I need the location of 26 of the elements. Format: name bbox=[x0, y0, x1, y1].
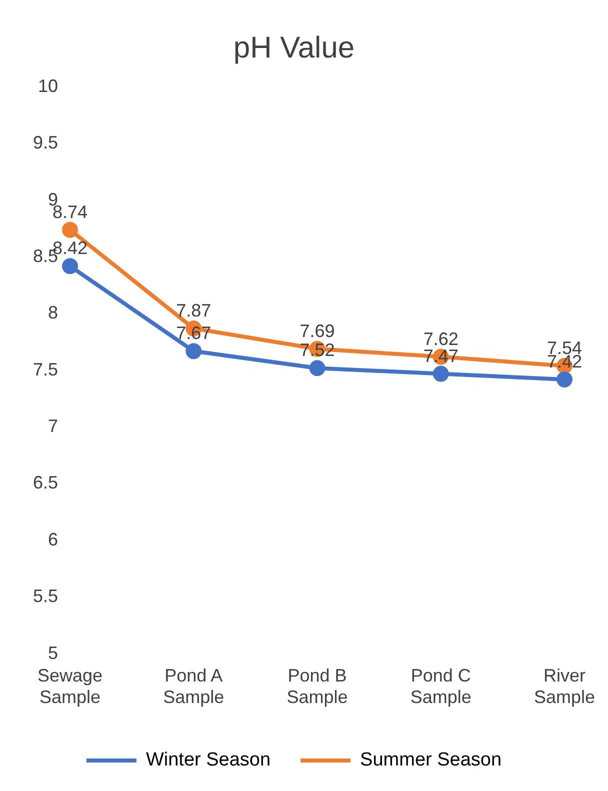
x-tick-label: Pond A Sample bbox=[163, 666, 224, 708]
x-tick-label: Sewage Sample bbox=[37, 666, 103, 708]
point bbox=[62, 222, 78, 238]
x-tick-label: Pond C Sample bbox=[410, 666, 472, 708]
point bbox=[62, 258, 78, 274]
y-tick-label: 6.5 bbox=[32, 472, 58, 493]
data-label: 7.87 bbox=[176, 300, 212, 320]
y-tick-label: 9.5 bbox=[32, 132, 58, 153]
y-tick-label: 6 bbox=[48, 529, 58, 550]
point bbox=[432, 366, 449, 382]
data-label: 7.69 bbox=[300, 320, 335, 341]
x-tick-label: Pond B Sample bbox=[286, 666, 348, 708]
point bbox=[556, 371, 572, 388]
y-tick-label: 5.5 bbox=[32, 586, 58, 606]
x-tick-label: River Sample bbox=[534, 666, 595, 708]
legend-label: Summer Season bbox=[360, 750, 502, 771]
legend-label: Winter Season bbox=[146, 750, 271, 771]
data-label: 7.62 bbox=[423, 328, 458, 349]
y-tick-label: 7 bbox=[48, 416, 58, 436]
y-tick-label: 5 bbox=[48, 642, 58, 663]
y-tick-label: 8 bbox=[48, 302, 58, 323]
y-tick-label: 7.5 bbox=[32, 359, 58, 380]
point bbox=[186, 343, 202, 360]
point bbox=[309, 360, 326, 376]
y-tick-label: 10 bbox=[38, 76, 58, 96]
chart-title: pH Value bbox=[233, 31, 355, 64]
